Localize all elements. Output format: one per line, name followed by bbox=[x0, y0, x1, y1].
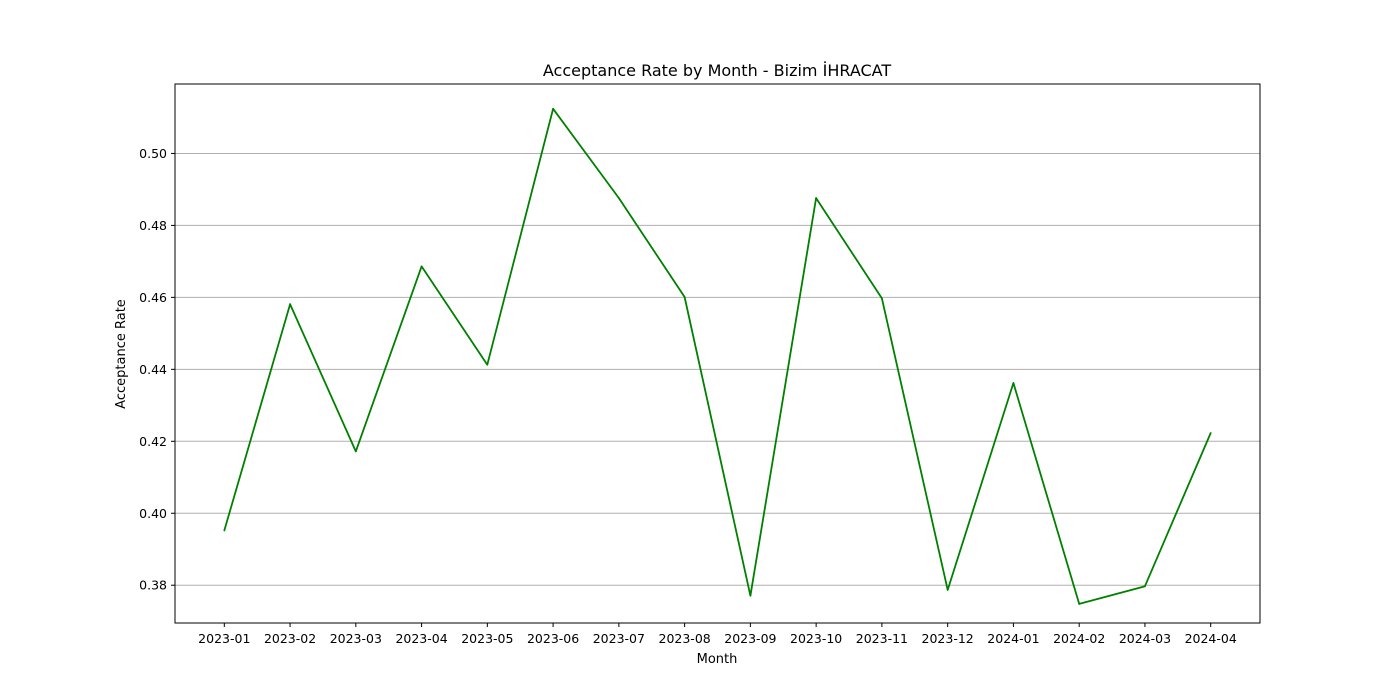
y-tick-label: 0.42 bbox=[139, 434, 167, 449]
y-tick-label: 0.40 bbox=[139, 506, 167, 521]
data-point bbox=[552, 107, 554, 110]
x-tick-label: 2023-02 bbox=[264, 631, 316, 646]
data-point bbox=[420, 265, 423, 268]
x-tick-label: 2023-10 bbox=[790, 631, 842, 646]
chart-title: Acceptance Rate by Month - Bizim İHRACAT bbox=[543, 61, 891, 80]
data-point bbox=[683, 296, 686, 298]
data-point bbox=[881, 297, 883, 300]
x-tick-label: 2023-09 bbox=[724, 631, 776, 646]
y-tick-label: 0.50 bbox=[139, 146, 167, 161]
x-axis-label: Month bbox=[697, 652, 738, 667]
x-tick-label: 2023-03 bbox=[330, 631, 382, 646]
y-axis-label: Acceptance Rate bbox=[114, 299, 129, 409]
y-tick-label: 0.44 bbox=[139, 362, 167, 377]
y-tick-label: 0.48 bbox=[139, 218, 167, 233]
data-point bbox=[1144, 585, 1146, 588]
series-line bbox=[223, 107, 1212, 605]
y-gridlines bbox=[175, 152, 1260, 586]
x-tick-label: 2024-04 bbox=[1185, 631, 1237, 646]
x-tick-label: 2024-03 bbox=[1119, 631, 1171, 646]
y-tick-label: 0.46 bbox=[139, 290, 167, 305]
data-point bbox=[946, 588, 949, 591]
plot-frame bbox=[174, 83, 1261, 624]
x-axis-ticks: 2023-01 2023-02 2023-03 2023-04 2023-05 2023-… bbox=[198, 623, 1237, 646]
data-point bbox=[289, 303, 291, 306]
data-point bbox=[815, 197, 818, 199]
x-tick-label: 2024-02 bbox=[1053, 631, 1105, 646]
data-point bbox=[354, 450, 357, 453]
x-tick-label: 2023-06 bbox=[527, 631, 579, 646]
data-point bbox=[1209, 432, 1212, 434]
x-tick-label: 2023-04 bbox=[395, 631, 447, 646]
x-tick-label: 2023-05 bbox=[461, 631, 513, 646]
data-point bbox=[617, 197, 620, 199]
series-group bbox=[223, 107, 1212, 605]
y-tick-label: 0.38 bbox=[139, 578, 167, 593]
data-point bbox=[1012, 382, 1015, 384]
y-axis-ticks: 0.38 0.40 0.42 0.44 0.46 0.48 0.50 bbox=[139, 146, 175, 593]
data-point bbox=[749, 594, 752, 597]
x-tick-label: 2023-07 bbox=[593, 631, 645, 646]
data-point bbox=[1078, 603, 1081, 605]
x-tick-label: 2023-01 bbox=[198, 631, 250, 646]
x-tick-label: 2024-01 bbox=[987, 631, 1039, 646]
data-point bbox=[486, 363, 489, 366]
x-tick-label: 2023-11 bbox=[856, 631, 908, 646]
x-tick-label: 2023-08 bbox=[659, 631, 711, 646]
data-point bbox=[223, 529, 226, 532]
x-tick-label: 2023-12 bbox=[922, 631, 974, 646]
